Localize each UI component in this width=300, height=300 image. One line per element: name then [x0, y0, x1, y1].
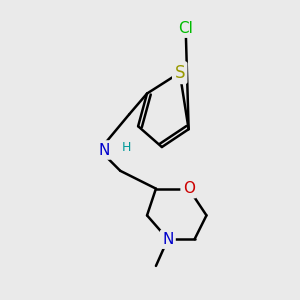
Text: N: N [98, 142, 110, 158]
Text: H: H [122, 140, 131, 154]
Text: O: O [183, 181, 195, 196]
Text: S: S [175, 64, 185, 82]
Text: N: N [162, 232, 173, 247]
Text: Cl: Cl [178, 21, 193, 36]
